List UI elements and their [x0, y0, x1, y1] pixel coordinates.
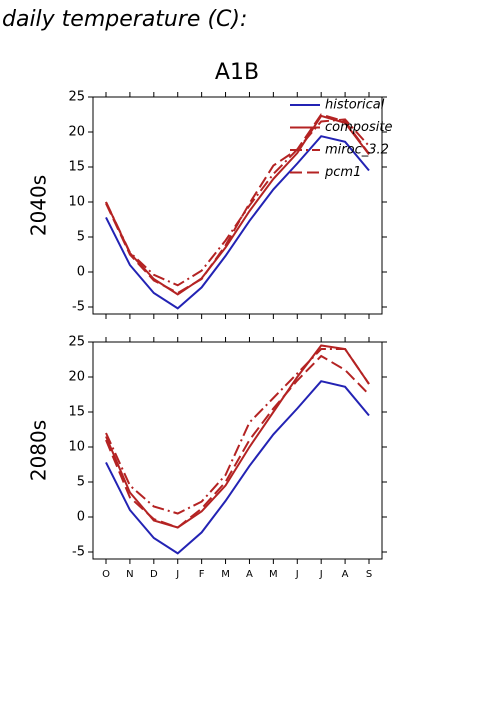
- x-tick-label: J: [319, 569, 323, 580]
- x-tick-label: O: [102, 569, 110, 580]
- series-line: [105, 354, 370, 529]
- y-tick-label: -5: [72, 545, 85, 560]
- y-axis-label: 2040s: [27, 175, 51, 236]
- x-tick-label: M: [221, 569, 230, 580]
- y-tick-label: 10: [68, 195, 85, 210]
- page-title: daily temperature (C):: [2, 7, 247, 32]
- x-tick-label: S: [366, 569, 372, 580]
- x-tick-label: M: [269, 569, 278, 580]
- series-line: [105, 114, 370, 296]
- x-tick-label: J: [295, 569, 299, 580]
- y-tick-label: 25: [68, 90, 85, 105]
- plot-frame: [92, 96, 383, 315]
- legend-label: miroc_3.2: [325, 143, 389, 158]
- panel-title: A1B: [215, 60, 259, 85]
- series-line: [105, 380, 370, 555]
- y-tick-label: 15: [68, 405, 85, 420]
- x-tick-label: D: [150, 569, 158, 580]
- y-axis-label: 2080s: [27, 420, 51, 481]
- legend-label: composite: [325, 120, 392, 135]
- x-tick-label: A: [342, 569, 349, 580]
- y-tick-label: 0: [77, 265, 85, 280]
- series-line: [105, 135, 370, 310]
- y-tick-label: 20: [68, 370, 85, 385]
- legend-label: pcm1: [324, 165, 361, 180]
- y-tick-label: 10: [68, 440, 85, 455]
- x-tick-label: F: [199, 569, 205, 580]
- y-tick-label: 0: [77, 510, 85, 525]
- x-tick-label: A: [246, 569, 253, 580]
- series-line: [105, 348, 370, 515]
- plot-frame: [92, 341, 383, 560]
- y-tick-label: -5: [72, 300, 85, 315]
- y-tick-label: 5: [77, 475, 85, 490]
- y-tick-label: 15: [68, 160, 85, 175]
- series-line: [105, 113, 370, 295]
- x-tick-label: J: [175, 569, 179, 580]
- y-tick-label: 5: [77, 230, 85, 245]
- y-tick-label: 20: [68, 125, 85, 140]
- x-tick-label: N: [126, 569, 133, 580]
- y-tick-label: 25: [68, 335, 85, 350]
- legend-label: historical: [325, 98, 385, 113]
